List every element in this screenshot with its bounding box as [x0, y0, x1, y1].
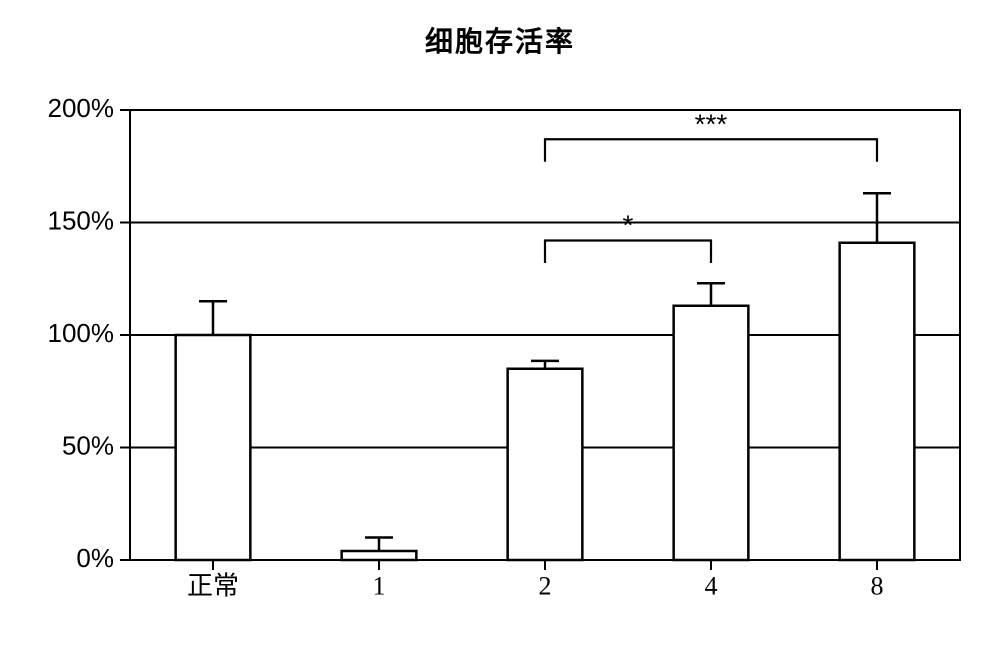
x-tick-label: 4	[705, 572, 718, 601]
bar	[674, 306, 749, 560]
bar	[342, 551, 417, 560]
bar	[176, 335, 251, 560]
chart-title: 细胞存活率	[20, 20, 980, 60]
y-tick-label: 200%	[48, 93, 115, 123]
bar	[508, 369, 583, 560]
x-tick-label: 2	[539, 572, 552, 601]
x-tick-label: 8	[871, 572, 884, 601]
y-tick-label: 50%	[62, 430, 114, 460]
x-tick-label: 1	[373, 572, 386, 601]
y-tick-label: 0%	[76, 543, 114, 573]
significance-label: *	[623, 210, 634, 241]
significance-label: ***	[695, 108, 728, 139]
y-tick-label: 100%	[48, 318, 115, 348]
x-tick-label: 正常	[187, 572, 239, 601]
y-tick-label: 150%	[48, 205, 115, 235]
bar-chart: 0%50%100%150%200%正常1248****	[20, 90, 980, 630]
chart-container: 细胞存活率 0%50%100%150%200%正常1248****	[20, 20, 980, 630]
bar	[840, 243, 915, 560]
